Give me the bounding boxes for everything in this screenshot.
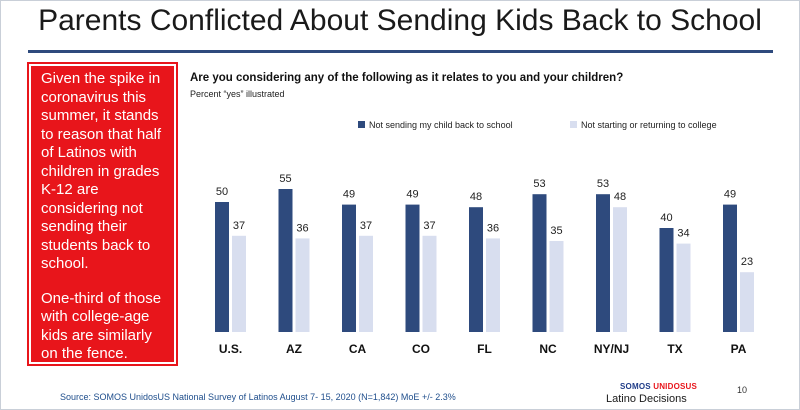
latino-decisions-logo-text: Latino Decisions <box>606 393 687 405</box>
title-divider <box>28 50 773 53</box>
data-label-1-1: 55 <box>279 173 291 185</box>
legend-swatch-2 <box>570 121 577 128</box>
bar-1-5 <box>532 194 547 332</box>
data-label-2-5: 35 <box>550 225 562 237</box>
legend-label-2: Not starting or returning to college <box>581 120 717 130</box>
page-number: 10 <box>737 385 748 395</box>
data-label-2-6: 48 <box>614 191 626 203</box>
category-label-7: TX <box>667 342 682 356</box>
data-label-1-0: 50 <box>216 186 228 198</box>
data-label-2-8: 23 <box>741 256 753 268</box>
legend-swatch-1 <box>358 121 365 128</box>
bar-1-6 <box>596 194 610 332</box>
data-label-2-1: 36 <box>296 222 308 234</box>
legend-label-1: Not sending my child back to school <box>369 120 513 130</box>
category-label-0: U.S. <box>219 342 242 356</box>
data-label-1-7: 40 <box>660 212 672 224</box>
data-label-1-4: 48 <box>470 191 482 203</box>
bar-1-8 <box>723 204 737 332</box>
chart-question: Are you considering any of the following… <box>190 72 624 84</box>
data-label-1-5: 53 <box>533 178 545 190</box>
bar-2-0 <box>232 235 246 332</box>
sidebar-callout: Given the spike in coronavirus this summ… <box>27 62 178 366</box>
source-footnote: Source: SOMOS UnidosUS National Survey o… <box>60 392 456 402</box>
bar-1-4 <box>469 207 483 332</box>
data-label-2-7: 34 <box>677 228 689 240</box>
category-label-5: NC <box>539 342 557 356</box>
category-label-1: AZ <box>286 342 302 356</box>
category-label-2: CA <box>349 342 367 356</box>
bar-1-7 <box>659 228 674 332</box>
bar-2-2 <box>359 235 373 332</box>
category-label-6: NY/NJ <box>594 342 629 356</box>
bar-2-7 <box>676 243 691 332</box>
bar-1-1 <box>278 189 293 332</box>
bar-2-1 <box>295 238 310 332</box>
bar-1-0 <box>215 202 229 332</box>
bar-chart: Not sending my child back to school Not s… <box>215 120 754 356</box>
bar-2-4 <box>486 238 500 332</box>
data-label-1-8: 49 <box>724 189 736 201</box>
data-label-2-2: 37 <box>360 220 372 232</box>
category-label-4: FL <box>477 342 492 356</box>
data-label-2-0: 37 <box>233 220 245 232</box>
somos-latino-decisions-logo: SOMOS UNIDOSUS Latino Decisions <box>604 382 724 406</box>
bar-2-8 <box>740 272 754 332</box>
bar-2-3 <box>422 235 437 332</box>
bar-2-6 <box>613 207 627 332</box>
chart-subtitle: Percent “yes” illustrated <box>190 89 285 99</box>
data-label-1-3: 49 <box>406 189 418 201</box>
data-label-2-3: 37 <box>423 220 435 232</box>
bar-2-5 <box>549 241 564 332</box>
data-label-2-4: 36 <box>487 222 499 234</box>
callout-paragraph-2: One-third of those with college-age kids… <box>41 289 162 363</box>
data-label-1-2: 49 <box>343 189 355 201</box>
page-title: Parents Conflicted About Sending Kids Ba… <box>38 4 762 37</box>
bar-1-3 <box>405 204 420 332</box>
bar-1-2 <box>342 204 356 332</box>
category-label-3: CO <box>412 342 430 356</box>
somos-logo-text: SOMOS UNIDOSUS <box>620 382 698 391</box>
data-label-1-6: 53 <box>597 178 609 190</box>
category-label-8: PA <box>731 342 747 356</box>
callout-paragraph-1: Given the spike in coronavirus this summ… <box>41 70 162 272</box>
